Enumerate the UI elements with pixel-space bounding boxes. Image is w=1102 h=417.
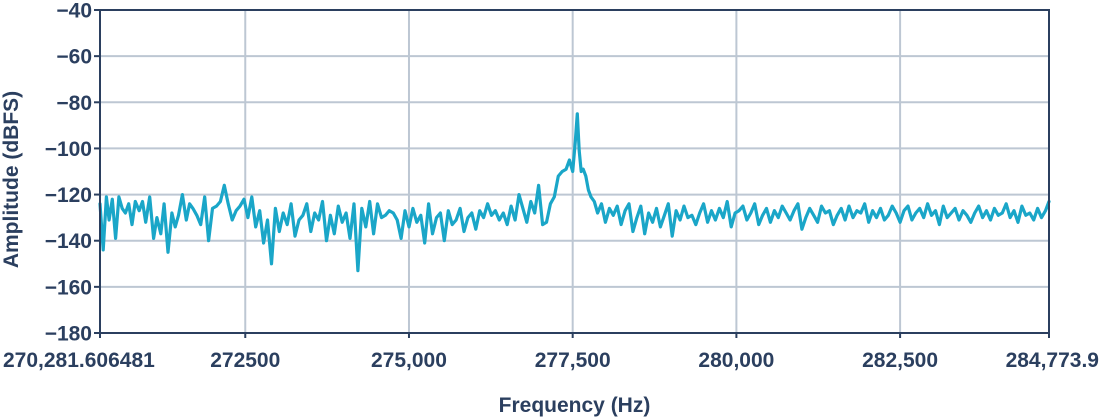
y-tick-label: −60	[56, 46, 92, 69]
y-tick-label: −80	[56, 92, 92, 115]
y-axis-ticks: −40 −60 −80 −100 −120 −140 −160 −180	[45, 0, 100, 346]
y-tick-label: −40	[56, 0, 92, 23]
plot-frame	[99, 9, 1050, 334]
x-axis-ticks: 270,281.606481 272500 275,000 277,500 280,00…	[3, 333, 1099, 372]
x-tick-label: 284,773.9	[1006, 349, 1099, 372]
y-tick-label: −180	[45, 323, 92, 346]
x-axis-title: Frequency (Hz)	[499, 394, 651, 417]
x-tick-label: 270,281.606481	[3, 349, 155, 372]
plot-area	[98, 112, 1051, 273]
x-tick-label: 275,000	[371, 349, 447, 372]
grid-lines	[100, 10, 1049, 333]
series-line-0	[98, 112, 1051, 273]
x-tick-label: 272500	[210, 349, 280, 372]
y-axis-title: Amplitude (dBFS)	[0, 91, 23, 268]
y-tick-label: −160	[45, 276, 92, 299]
x-tick-label: 277,500	[535, 349, 611, 372]
y-tick-label: −120	[45, 184, 92, 207]
y-tick-label: −100	[45, 138, 92, 161]
x-tick-label: 280,000	[698, 349, 774, 372]
y-tick-label: −140	[45, 230, 92, 253]
x-tick-label: 282,500	[862, 349, 938, 372]
